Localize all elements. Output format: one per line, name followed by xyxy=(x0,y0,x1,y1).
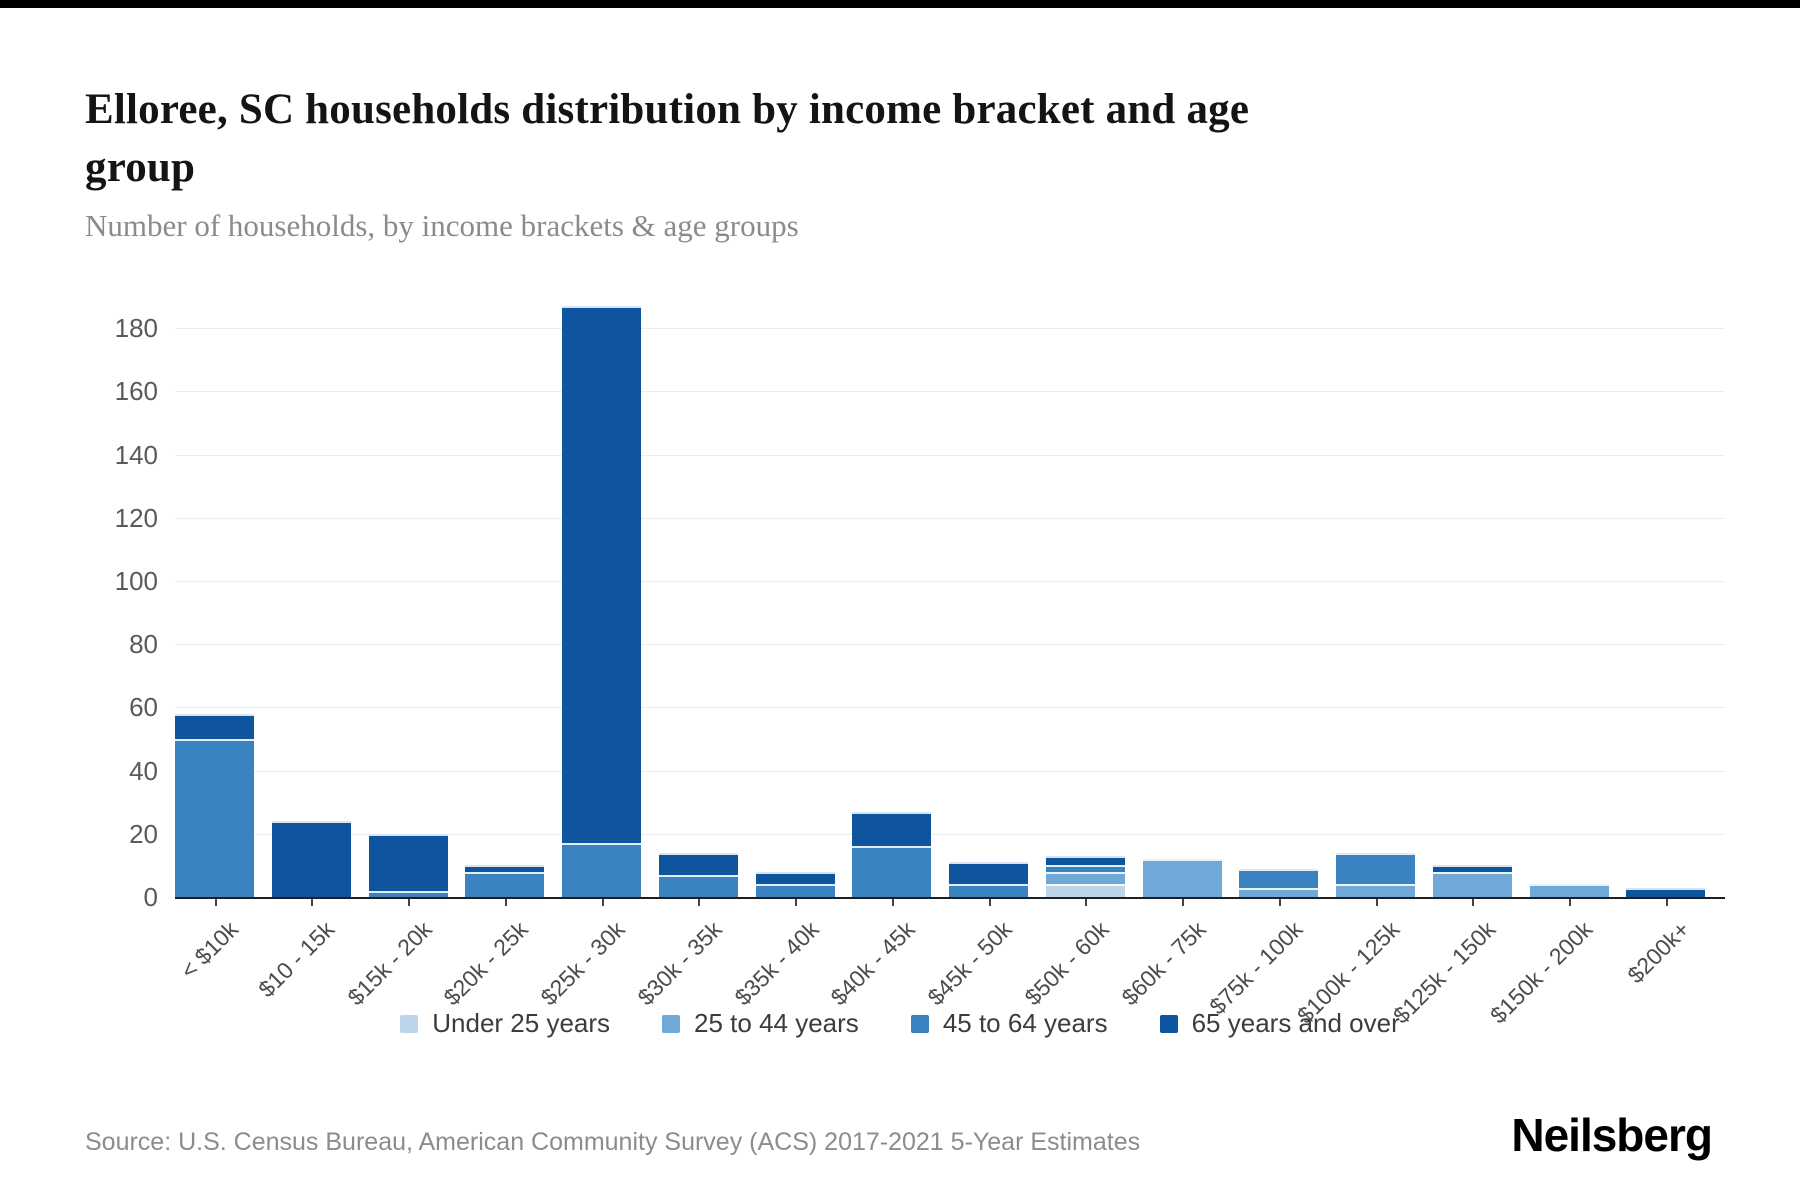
bar-segment[interactable] xyxy=(368,833,448,891)
bar-segment[interactable] xyxy=(175,713,254,739)
bar-segment[interactable] xyxy=(949,884,1028,897)
x-axis-tick-label: < $10k xyxy=(175,916,243,984)
x-axis-tick xyxy=(1569,899,1571,906)
chart-title: Elloree, SC households distribution by i… xyxy=(85,85,1250,191)
x-axis-tick-label: $60k - 75k xyxy=(1116,916,1211,1011)
bar-segment[interactable] xyxy=(1432,865,1512,872)
x-axis-tick xyxy=(1182,899,1184,906)
bar-segment[interactable] xyxy=(175,739,254,897)
bar-segment[interactable] xyxy=(562,843,641,897)
y-axis-tick-label: 20 xyxy=(129,818,158,849)
x-axis-tick-label: $15k - 20k xyxy=(342,916,437,1011)
gridline xyxy=(175,517,1725,519)
x-axis-tick xyxy=(891,899,894,906)
y-axis-tick-label: 100 xyxy=(114,566,158,596)
legend-swatch-icon xyxy=(400,1014,419,1033)
bar-segment[interactable] xyxy=(1045,865,1125,872)
x-axis-tick-label: $35k - 40k xyxy=(729,916,824,1011)
bar-segment[interactable] xyxy=(1239,887,1319,897)
x-axis-tick xyxy=(1085,899,1088,906)
x-axis-tick-label: $20k - 25k xyxy=(438,916,534,1011)
bar-segment[interactable] xyxy=(1626,887,1706,897)
x-axis-tick-label: $40k - 45k xyxy=(825,916,921,1011)
bar-segment[interactable] xyxy=(852,811,932,847)
chart-subtitle: Number of households, by income brackets… xyxy=(85,208,799,243)
x-axis-tick xyxy=(214,899,217,906)
bar-segment[interactable] xyxy=(1529,884,1609,897)
bar-segment[interactable] xyxy=(271,821,351,897)
source-attribution: Source: U.S. Census Bureau, American Com… xyxy=(85,1128,1141,1156)
legend-label: 45 to 64 years xyxy=(942,1008,1108,1038)
y-axis-tick-label: 60 xyxy=(129,692,158,723)
legend-swatch-icon xyxy=(910,1014,929,1033)
bar-segment[interactable] xyxy=(465,871,545,897)
bar-segment[interactable] xyxy=(465,865,545,872)
bar-segment[interactable] xyxy=(658,874,738,897)
gridline xyxy=(175,707,1725,709)
x-axis-tick-label: $25k - 30k xyxy=(535,916,630,1011)
legend-label: Under 25 years xyxy=(432,1008,611,1038)
gridline xyxy=(175,770,1725,772)
bar-segment[interactable] xyxy=(1142,859,1222,897)
neilsberg-logo: Neilsberg xyxy=(1511,1109,1713,1161)
legend-item[interactable]: 25 to 44 years xyxy=(662,1008,859,1039)
x-axis-tick xyxy=(988,899,991,906)
bar-segment[interactable] xyxy=(1045,871,1125,885)
x-axis-tick-label: $10 - 15k xyxy=(253,916,340,1003)
bar-segment[interactable] xyxy=(1336,852,1415,885)
gridline xyxy=(175,833,1725,835)
legend-swatch-icon xyxy=(1159,1014,1178,1033)
x-axis-tick xyxy=(408,899,410,906)
x-axis-tick-label: $30k - 35k xyxy=(632,916,727,1011)
x-axis-tick-label: $75k - 100k xyxy=(1203,916,1308,1020)
y-axis-tick-label: 180 xyxy=(114,313,158,344)
x-axis-tick xyxy=(1375,899,1378,906)
legend-item[interactable]: 65 years and over xyxy=(1159,1008,1400,1039)
x-axis-tick xyxy=(1278,899,1281,906)
x-axis-tick-label: $45k - 50k xyxy=(922,916,1017,1011)
bar-segment[interactable] xyxy=(755,871,835,885)
gridline xyxy=(175,581,1725,582)
legend-item[interactable]: 45 to 64 years xyxy=(910,1008,1108,1039)
gridline xyxy=(175,328,1725,330)
x-axis-tick xyxy=(698,899,701,906)
bar-segment[interactable] xyxy=(1239,868,1319,888)
legend-item[interactable]: Under 25 years xyxy=(400,1008,610,1039)
gridline xyxy=(175,391,1725,393)
bar-segment[interactable] xyxy=(1336,884,1415,897)
x-axis-tick xyxy=(1665,899,1668,906)
y-axis-tick-label: 40 xyxy=(129,755,158,786)
top-black-bar xyxy=(0,0,1800,8)
y-axis-tick-label: 160 xyxy=(114,376,158,407)
x-axis-tick-label: $200k+ xyxy=(1621,916,1695,989)
bar-segment[interactable] xyxy=(852,846,932,897)
gridline xyxy=(175,454,1725,456)
bar-segment[interactable] xyxy=(658,852,738,875)
chart-legend: Under 25 years 25 to 44 years 45 to 64 yea… xyxy=(0,1008,1800,1039)
x-axis-tick-label: $50k - 60k xyxy=(1019,916,1114,1011)
x-axis-tick xyxy=(311,899,314,906)
legend-label: 25 to 44 years xyxy=(694,1008,859,1038)
bar-segment[interactable] xyxy=(1432,871,1512,897)
x-axis-tick xyxy=(601,899,604,906)
x-axis-line xyxy=(175,897,1725,899)
legend-label: 65 years and over xyxy=(1191,1008,1400,1038)
y-axis-tick-label: 140 xyxy=(114,439,158,470)
bar-segment[interactable] xyxy=(368,890,448,897)
x-axis-tick xyxy=(795,899,797,906)
x-axis-tick xyxy=(504,899,507,906)
bar-segment[interactable] xyxy=(1045,884,1125,897)
x-axis-tick xyxy=(1472,899,1475,906)
y-axis-tick-label: 80 xyxy=(129,629,158,660)
y-axis-tick-label: 0 xyxy=(143,882,158,912)
legend-swatch-icon xyxy=(662,1014,681,1033)
bar-segment[interactable] xyxy=(562,306,641,844)
y-axis-tick-label: 120 xyxy=(114,502,158,533)
gridline xyxy=(175,644,1725,646)
bar-segment[interactable] xyxy=(949,862,1028,885)
bar-segment[interactable] xyxy=(1045,855,1125,866)
bar-segment[interactable] xyxy=(755,884,835,897)
